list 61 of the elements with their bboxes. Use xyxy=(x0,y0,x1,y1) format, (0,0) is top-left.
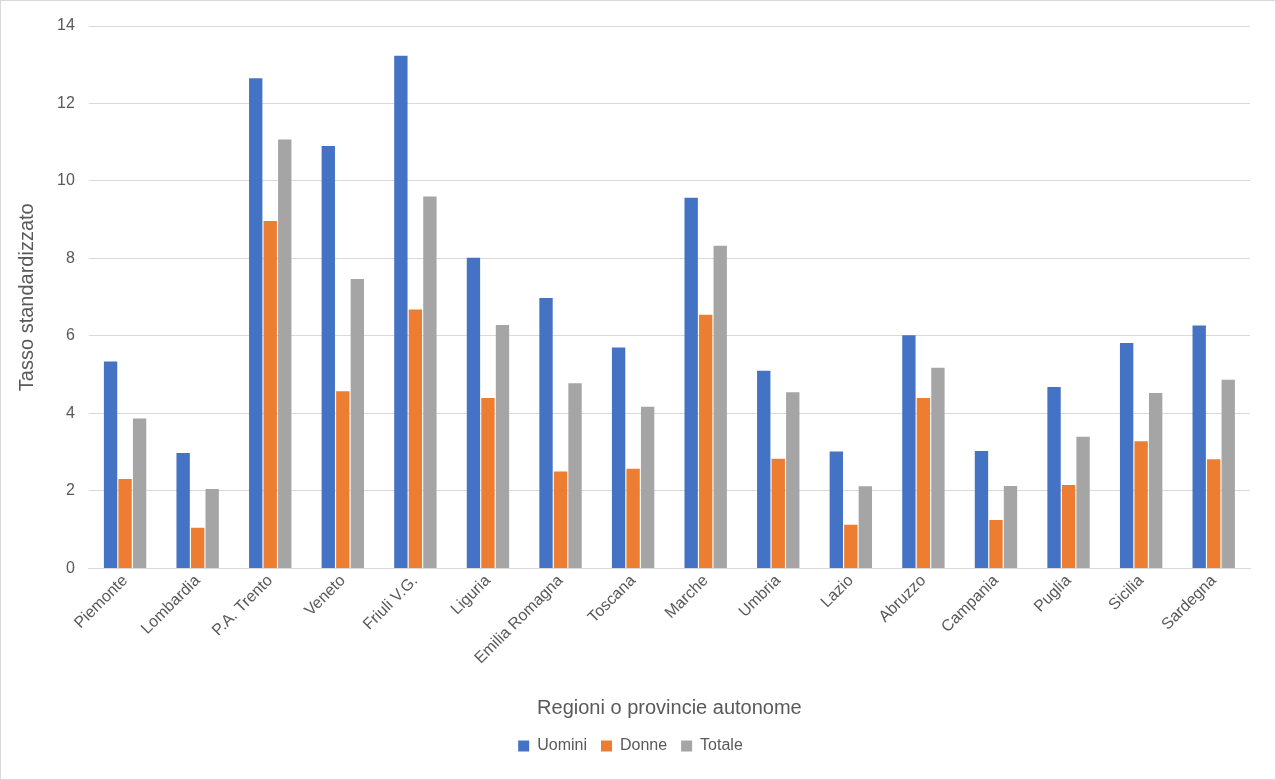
y-tick-label: 14 xyxy=(57,16,75,34)
bar xyxy=(858,486,873,568)
bar xyxy=(699,314,713,568)
bar xyxy=(757,370,771,568)
bar xyxy=(713,245,727,568)
bar xyxy=(539,297,553,568)
bar xyxy=(1207,459,1221,568)
bar xyxy=(974,451,989,568)
bar xyxy=(103,361,118,568)
bar xyxy=(916,397,931,568)
bar xyxy=(263,220,277,568)
bar xyxy=(786,392,800,568)
bar xyxy=(1076,436,1090,568)
bar xyxy=(1221,379,1235,568)
bar xyxy=(1192,325,1206,568)
legend-label: Donne xyxy=(619,736,668,754)
bar xyxy=(481,397,495,568)
y-tick-label: 4 xyxy=(65,403,75,421)
y-tick-label: 2 xyxy=(65,481,75,499)
bar xyxy=(132,418,147,568)
bar xyxy=(568,383,582,568)
bar xyxy=(553,471,568,568)
bar xyxy=(771,458,785,568)
bar xyxy=(249,78,263,568)
bar xyxy=(611,347,626,568)
bar xyxy=(1119,342,1134,568)
bar xyxy=(190,527,205,568)
y-tick-label: 0 xyxy=(65,558,75,576)
y-tick-label: 6 xyxy=(65,326,75,344)
bar xyxy=(394,55,408,568)
bar xyxy=(844,524,858,568)
bar xyxy=(1148,392,1163,568)
bar xyxy=(829,451,843,568)
y-tick-label: 8 xyxy=(65,248,75,266)
bar xyxy=(176,452,190,568)
y-tick-label: 12 xyxy=(57,93,75,111)
bar xyxy=(408,309,423,568)
bar xyxy=(118,478,132,568)
legend-label: Uomini xyxy=(537,736,587,754)
bar xyxy=(902,335,916,568)
bar xyxy=(466,257,481,568)
bar xyxy=(1061,485,1076,568)
bar xyxy=(205,489,219,568)
y-axis-title: Tasso standardizzato xyxy=(14,203,37,392)
bar xyxy=(495,325,510,568)
bar xyxy=(989,519,1003,568)
bar xyxy=(1047,387,1061,568)
bar xyxy=(684,197,698,568)
bar xyxy=(321,146,335,568)
legend-label: Totale xyxy=(700,736,743,754)
bar xyxy=(1003,485,1018,568)
bar xyxy=(626,468,640,568)
bar xyxy=(336,391,350,568)
y-tick-label: 10 xyxy=(57,171,75,189)
bar xyxy=(640,406,655,568)
bar xyxy=(350,279,364,568)
bar xyxy=(423,196,437,568)
bar xyxy=(1134,441,1148,568)
x-axis-title: Regioni o provincie autonome xyxy=(537,695,802,718)
bar xyxy=(278,139,292,568)
bar xyxy=(931,367,945,568)
